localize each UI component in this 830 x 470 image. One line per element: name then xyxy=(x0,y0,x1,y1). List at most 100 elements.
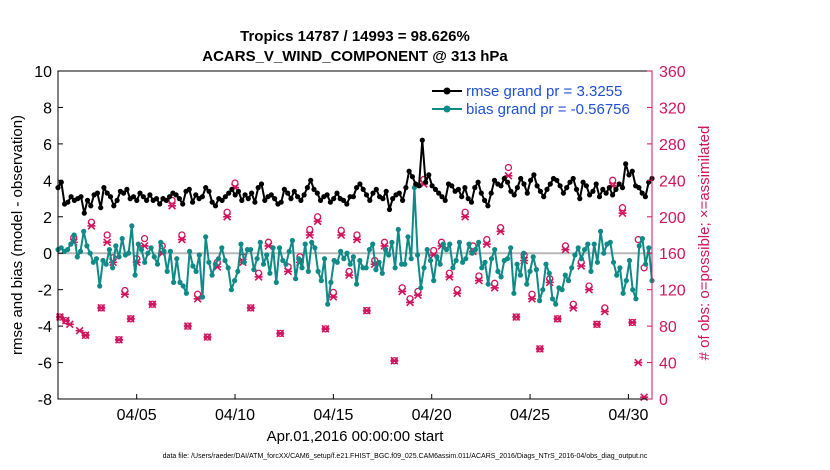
rmse-point xyxy=(84,197,91,203)
rmse-point xyxy=(544,186,550,192)
bias-point xyxy=(514,261,520,267)
obs-assimilated-marker xyxy=(474,276,483,285)
bias-point xyxy=(341,256,347,262)
obs-possible-marker xyxy=(528,290,536,298)
rmse-point xyxy=(288,196,294,202)
y2-axis-label: # of obs: o=possible; ×=assimilated xyxy=(696,126,713,361)
obs-assimilated-marker xyxy=(321,324,330,333)
rmse-point xyxy=(639,190,645,196)
bias-point xyxy=(77,248,84,254)
bias-point xyxy=(598,228,604,234)
obs-possible-marker xyxy=(483,235,491,244)
bias-point xyxy=(222,257,228,264)
bias-point xyxy=(97,283,103,289)
rmse-point xyxy=(485,203,491,209)
legend-box xyxy=(428,82,647,120)
bias-point xyxy=(302,241,308,247)
rmse-point xyxy=(167,194,173,200)
bias-point xyxy=(373,267,379,273)
bias-point xyxy=(511,290,517,296)
rmse-point xyxy=(567,179,573,185)
rmse-point xyxy=(455,186,461,192)
bias-point xyxy=(527,268,533,274)
bias-point xyxy=(370,241,376,247)
bias-point xyxy=(187,248,193,254)
bias-point xyxy=(321,256,328,262)
rmse-point xyxy=(439,194,445,200)
rmse-point xyxy=(390,196,396,202)
rmse-point xyxy=(291,188,297,194)
bias-point xyxy=(71,232,77,238)
bias-point xyxy=(460,259,466,265)
rmse-point xyxy=(619,185,626,191)
rmse-point xyxy=(281,186,287,192)
obs-assimilated-marker xyxy=(120,290,129,299)
bias-point xyxy=(636,243,642,249)
bias-point xyxy=(427,257,434,264)
obs-possible-marker xyxy=(313,213,322,221)
bias-point xyxy=(626,257,633,264)
bias-point xyxy=(540,287,546,293)
bias-point xyxy=(594,259,601,265)
obs-assimilated-marker xyxy=(482,240,491,249)
bias-point xyxy=(614,272,620,278)
obs-assimilated-marker xyxy=(445,272,454,281)
bias-point xyxy=(58,245,64,251)
obs-assimilated-marker xyxy=(114,335,123,344)
bias-point xyxy=(206,259,212,265)
rmse-point xyxy=(459,194,465,200)
bias-point xyxy=(68,241,74,247)
obs-assimilated-marker xyxy=(329,292,338,301)
bias-point xyxy=(154,261,161,267)
bias-point xyxy=(232,278,238,284)
bias-point xyxy=(392,265,398,271)
y2-tick-label: 0 xyxy=(659,392,668,409)
rmse-point xyxy=(140,194,146,200)
bias-point xyxy=(453,257,459,264)
x-tick-label: 04/05 xyxy=(117,407,157,424)
obs-possible-marker xyxy=(461,208,469,216)
obs-assimilated-marker xyxy=(223,212,232,221)
obs-possible-marker xyxy=(223,208,231,216)
bias-point xyxy=(293,276,299,282)
obs-assimilated-marker xyxy=(512,313,521,321)
obs-assimilated-marker xyxy=(345,271,354,280)
y-tick-label: 0 xyxy=(43,246,52,263)
rmse-point xyxy=(137,190,143,196)
rmse-point xyxy=(370,190,376,196)
rmse-point xyxy=(360,186,366,192)
obs-assimilated-marker xyxy=(313,217,322,226)
rmse-point xyxy=(199,194,205,200)
obs-assimilated-marker xyxy=(352,235,361,244)
rmse-point xyxy=(613,186,619,192)
bias-point xyxy=(357,257,363,264)
bias-point xyxy=(498,274,504,280)
rmse-point xyxy=(547,181,553,187)
bias-point xyxy=(110,265,116,271)
y2-tick-label: 40 xyxy=(659,356,677,373)
bias-point xyxy=(549,296,556,302)
x-tick-label: 04/15 xyxy=(313,407,353,424)
rmse-point xyxy=(610,192,616,198)
bias-point xyxy=(591,241,597,247)
bias-point xyxy=(193,268,199,274)
bias-point xyxy=(437,261,443,267)
bias-point xyxy=(84,243,90,249)
rmse-point xyxy=(258,181,265,187)
rmse-point xyxy=(524,190,530,196)
bias-point xyxy=(447,241,453,247)
bias-point xyxy=(328,279,334,285)
bias-point xyxy=(553,301,559,307)
bias-point xyxy=(572,252,578,258)
bias-point xyxy=(630,287,636,293)
x-tick-label: 04/10 xyxy=(215,407,255,424)
rmse-point xyxy=(406,168,412,174)
rmse-point xyxy=(593,181,599,187)
bias-point xyxy=(363,265,369,271)
bias-point xyxy=(151,254,157,260)
bias-point xyxy=(495,268,501,274)
rmse-point xyxy=(186,186,192,192)
rmse-point xyxy=(642,194,649,200)
bias-point xyxy=(492,247,498,253)
